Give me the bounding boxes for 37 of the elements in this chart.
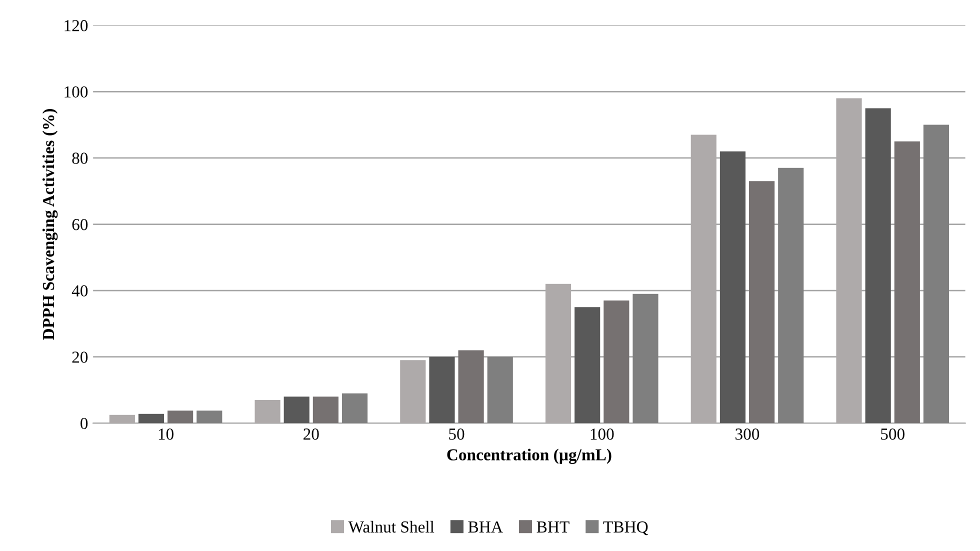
x-tick-label: 300 [736, 428, 760, 440]
y-axis-title: DPPH Scavenging Activities (%) [42, 109, 58, 340]
bar [342, 393, 368, 424]
bar [487, 356, 513, 424]
bar [284, 396, 310, 424]
bar [865, 108, 891, 424]
x-tick-label: 500 [881, 428, 904, 440]
bar [778, 168, 804, 424]
y-tick-label: 120 [64, 20, 88, 32]
bar [168, 410, 194, 424]
bar [632, 294, 658, 424]
bar [720, 151, 746, 424]
bar [604, 300, 630, 424]
y-tick-label: 20 [72, 352, 88, 363]
y-tick-label: 0 [80, 418, 88, 430]
bar [894, 141, 920, 424]
y-tick-label: 100 [64, 86, 88, 98]
legend-label: BHT [536, 522, 570, 532]
bar [429, 356, 455, 424]
y-tick-label: 80 [72, 152, 88, 164]
legend-label: Walnut Shell [348, 520, 434, 533]
y-tick-label: 60 [72, 218, 88, 230]
legend-label: TBHQ [603, 521, 648, 536]
x-tick-label: 100 [590, 428, 614, 440]
bar [923, 124, 950, 424]
bar [458, 350, 484, 424]
bar [574, 307, 600, 424]
y-tick-label: 40 [72, 285, 88, 297]
x-axis-title: Concentration (µg/mL) [447, 448, 612, 464]
bar [138, 414, 164, 424]
x-tick-label: 20 [304, 428, 319, 440]
legend-label: BHA [468, 521, 503, 532]
x-tick-label: 50 [449, 428, 464, 440]
bar [196, 410, 222, 424]
bar [312, 396, 338, 424]
x-tick-label: 10 [158, 428, 174, 440]
bar [748, 181, 775, 424]
